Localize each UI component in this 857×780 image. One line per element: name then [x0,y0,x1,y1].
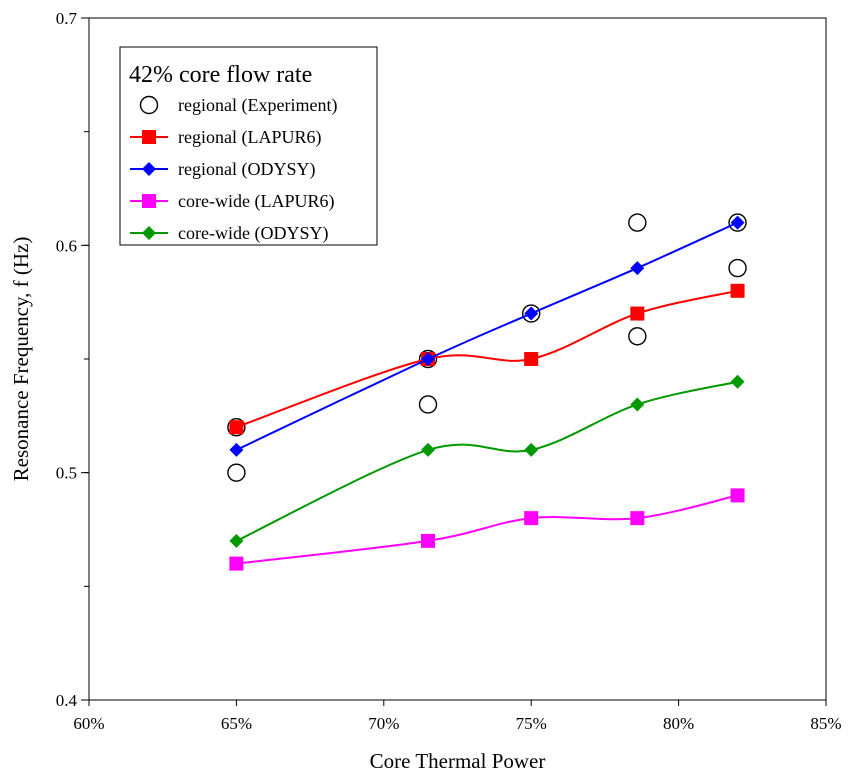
data-point [227,418,246,437]
data-point [522,304,541,323]
data-point [730,283,745,298]
data-point [418,395,438,414]
y-tick-label: 0.6 [56,236,77,255]
legend-label: core-wide (ODYSY) [178,223,328,244]
legend-swatch-marker [142,194,156,208]
legend-swatch-marker [142,226,156,240]
legend: 42% core flow rate regional (Experiment) r… [119,46,378,246]
data-point [421,442,436,457]
x-tick-label: 65% [221,714,252,733]
legend-swatch-marker [142,130,156,144]
legend-label: regional (LAPUR6) [178,127,321,148]
data-point [229,442,244,457]
series-4 [229,374,745,548]
data-point [229,533,244,548]
y-tick-label: 0.7 [56,9,78,28]
data-point [730,488,745,503]
legend-item: regional (ODYSY) [130,159,315,180]
legend-item: regional (Experiment) [139,95,337,116]
series-line [235,221,738,451]
data-point [418,349,438,369]
legend-box [119,46,378,246]
data-point [524,442,539,457]
data-point [421,533,436,548]
data-point [728,213,747,232]
x-axis-title: Core Thermal Power [370,749,546,773]
data-point [630,511,645,526]
series-0 [227,213,747,482]
data-point [524,306,539,321]
y-tick-label: 0.4 [56,691,78,710]
legend-item: core-wide (LAPUR6) [130,191,334,212]
x-tick-label: 80% [663,714,694,733]
data-point [730,215,745,230]
legend-label: regional (Experiment) [178,95,337,116]
data-point [728,258,747,278]
data-point [630,261,645,276]
x-tick-label: 85% [810,714,841,733]
data-point [628,213,647,232]
legend-label: regional (ODYSY) [178,159,315,180]
series-line [236,494,738,565]
legend-title: 42% core flow rate [129,62,312,88]
data-point [630,306,645,321]
legend-item: regional (LAPUR6) [130,127,321,148]
y-axis-title: Resonance Frequency, f (Hz) [9,237,33,482]
x-axis-ticks: 60% 65% 70% 75% 80% 85% [73,700,842,733]
series-2 [229,215,745,457]
y-axis-ticks: 0.4 0.5 0.6 0.7 [56,9,89,710]
series-3 [229,488,745,571]
data-point [630,397,645,412]
legend-swatch-marker [142,162,156,176]
x-tick-label: 60% [73,714,104,733]
legend-item: core-wide (ODYSY) [130,223,328,244]
x-tick-label: 75% [516,714,547,733]
data-point [524,352,539,366]
data-point [730,374,745,389]
data-point [421,352,436,366]
data-point [524,511,539,526]
data-point [227,463,246,482]
x-tick-label: 70% [368,714,399,733]
series-line [235,380,738,542]
legend-label: core-wide (LAPUR6) [178,191,334,212]
y-tick-label: 0.5 [56,464,77,483]
data-point [628,327,647,346]
series-line [236,289,738,429]
legend-swatch-marker [139,95,159,115]
data-point [229,420,244,435]
series-layer [227,213,747,571]
data-point [229,556,244,571]
series-1 [229,283,745,435]
